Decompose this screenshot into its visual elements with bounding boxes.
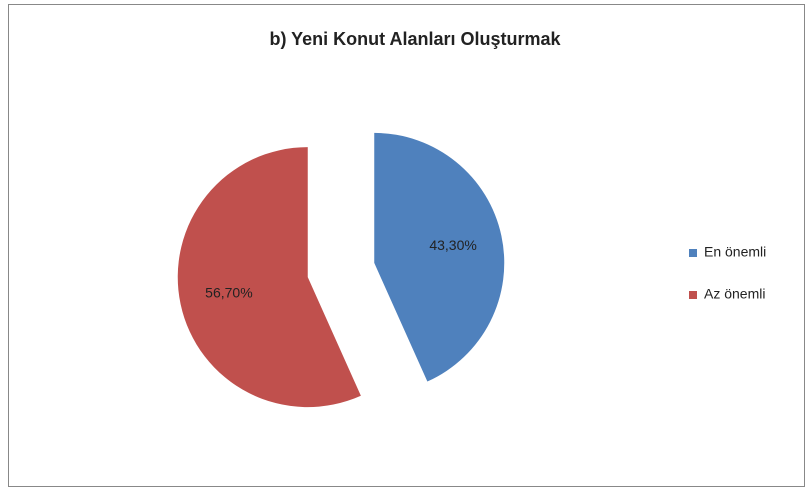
- legend-swatch: [689, 291, 697, 299]
- legend-swatch: [689, 249, 697, 257]
- pie-slice: [374, 132, 505, 382]
- data-label: 43,30%: [429, 237, 476, 253]
- data-label: 56,70%: [205, 285, 252, 301]
- chart-title: b) Yeni Konut Alanları Oluşturmak: [269, 29, 561, 49]
- legend-label: En önemli: [704, 244, 766, 260]
- legend-label: Az önemli: [704, 286, 765, 302]
- pie-slice: [177, 147, 361, 408]
